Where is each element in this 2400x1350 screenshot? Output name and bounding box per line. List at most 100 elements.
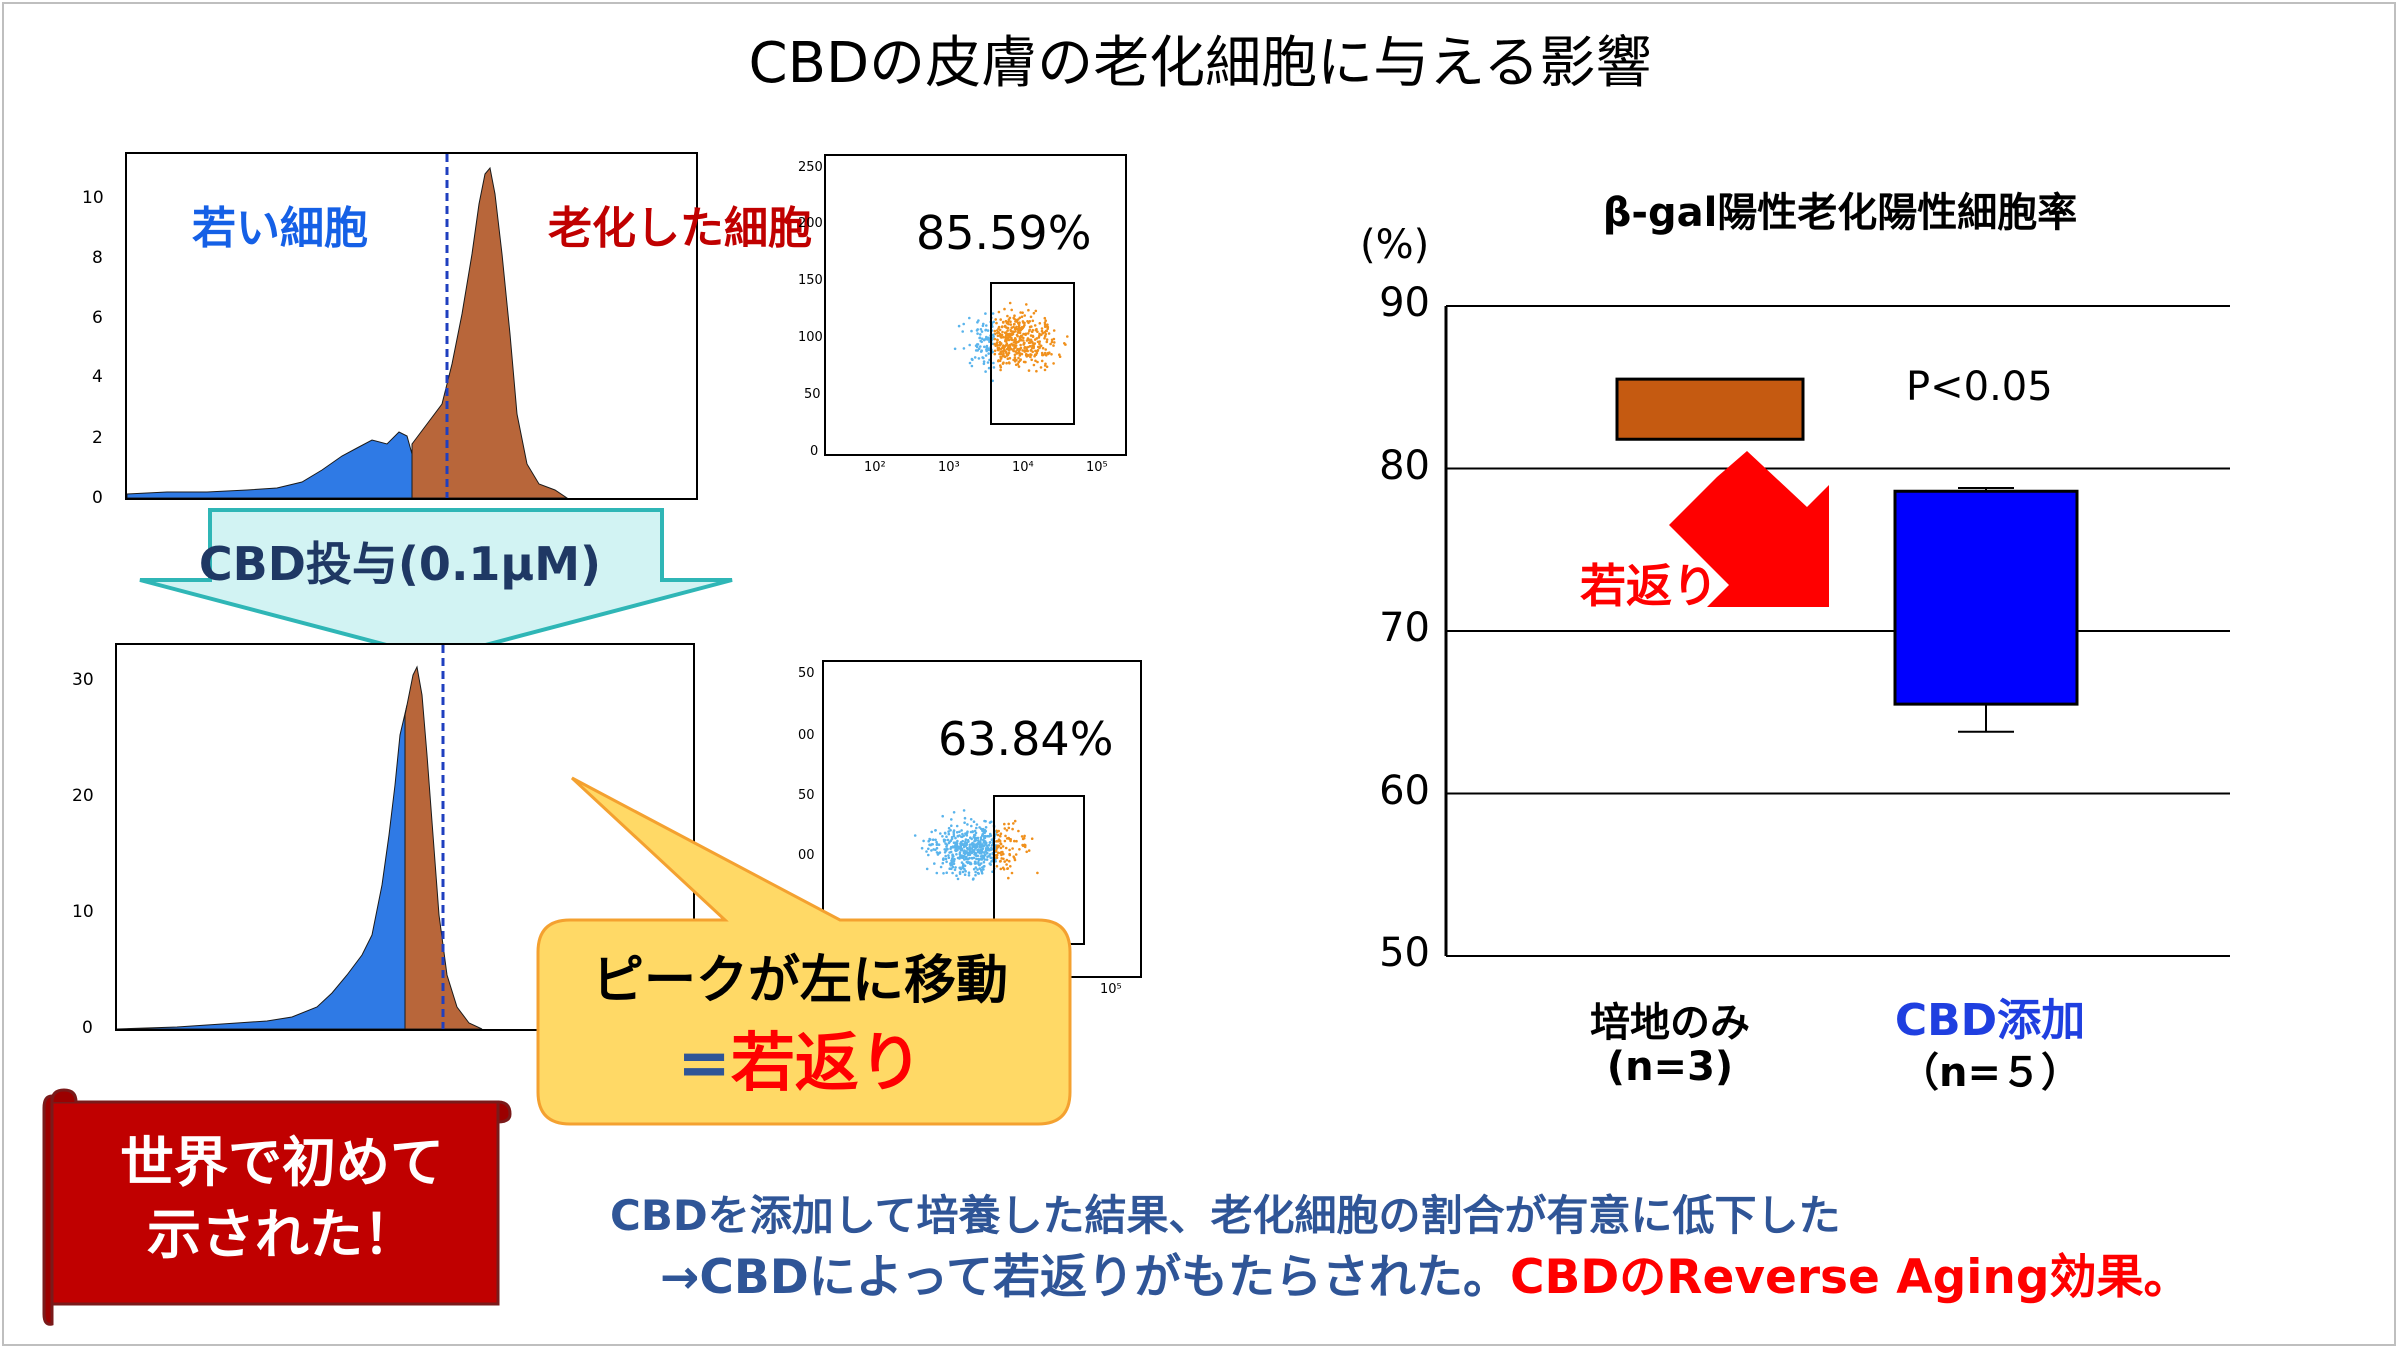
scatter-point (995, 845, 999, 848)
scatter-point (1039, 366, 1043, 369)
scatter-point (1021, 349, 1024, 352)
scatter-point (951, 855, 955, 858)
scatter-point (985, 335, 988, 339)
scatter-point (1014, 340, 1018, 344)
scatter-point (1008, 853, 1012, 857)
scatter-point (965, 850, 968, 853)
scatter-point (1052, 337, 1056, 341)
scatter-point (1029, 349, 1033, 352)
scatter-point (1036, 340, 1040, 344)
scatter-point (974, 349, 978, 352)
top-scatter-ytick: 100 (798, 330, 823, 345)
scatter-point (1012, 822, 1015, 825)
scatter-point (1005, 339, 1008, 342)
scatter-point (958, 834, 961, 837)
scatter-point (972, 835, 976, 839)
scatter-point (934, 829, 937, 832)
scatter-point (985, 324, 988, 327)
scatter-point (980, 868, 983, 872)
scatter-point (1003, 860, 1006, 863)
scatter-point (976, 868, 979, 871)
conclusion-line2-prefix: →CBDによって若返りがもたらされた。 (660, 1250, 1510, 1305)
scatter-point (931, 838, 935, 841)
scatter-point (1006, 314, 1009, 318)
scatter-point (1023, 346, 1026, 350)
scatter-point (1013, 347, 1016, 350)
scatter-point (1045, 338, 1049, 341)
scatter-point (1021, 843, 1024, 847)
scatter-point (1007, 333, 1011, 336)
scatter-point (1035, 327, 1038, 331)
bar-cbd (1893, 489, 2079, 706)
scatter-point (1004, 350, 1008, 354)
bar-category-medium-n: (n=3) (1606, 1044, 1734, 1090)
scatter-point (997, 310, 1001, 314)
scatter-point (1033, 342, 1037, 345)
scatter-point (975, 823, 979, 826)
scatter-point (947, 856, 951, 859)
scatter-point (996, 348, 1000, 352)
scatter-point (978, 863, 981, 867)
top-hist-ytick: 8 (92, 248, 103, 268)
bottom-scatter-percent: 63.84% (938, 712, 1114, 766)
scatter-point (1013, 314, 1016, 317)
scatter-point (985, 844, 989, 847)
scatter-point (984, 840, 987, 843)
scatter-point (1050, 353, 1053, 356)
scatter-point (970, 851, 974, 855)
scatter-point (1025, 339, 1029, 342)
scatter-point (1034, 359, 1037, 363)
scatter-point (989, 848, 993, 851)
scatter-point (986, 361, 990, 364)
scatter-point (1041, 331, 1045, 335)
bottom-scatter-ytick: 00 (798, 848, 815, 863)
bar-chart-ytick: 90 (1379, 280, 1430, 326)
bottom-histogram-old-area (404, 665, 483, 1030)
scatter-point (949, 839, 953, 842)
scatter-point (947, 841, 951, 845)
bottom-hist-ytick: 0 (82, 1018, 93, 1038)
scatter-point (1012, 855, 1015, 858)
scatter-point (952, 834, 956, 838)
scatter-point (972, 867, 976, 871)
scatter-point (1013, 839, 1016, 843)
scatter-point (979, 836, 983, 839)
scatter-point (1013, 353, 1017, 357)
scatter-point (1009, 328, 1012, 332)
scatter-point (995, 864, 999, 868)
callout-bubble (536, 776, 1072, 1126)
scatter-point (963, 821, 966, 824)
top-scatter-ytick: 200 (798, 216, 823, 231)
scatter-point (1026, 353, 1030, 357)
scatter-point (1027, 341, 1031, 344)
scatter-point (932, 848, 935, 851)
scatter-point (933, 862, 936, 865)
scatter-point (974, 873, 977, 877)
scatter-point (1017, 829, 1020, 833)
scatter-point (1027, 308, 1030, 312)
scatter-point (985, 344, 989, 348)
bottom-hist-ytick: 20 (72, 786, 94, 806)
scatter-point (1022, 336, 1025, 340)
scatter-point (973, 833, 977, 837)
scatter-point (992, 366, 996, 369)
scatter-point (995, 830, 999, 834)
scatter-point (961, 870, 965, 874)
scatter-point (955, 874, 958, 877)
scatter-point (1007, 822, 1010, 826)
scatter-point (1043, 316, 1047, 320)
scatter-point (950, 818, 953, 821)
scatter-point (980, 827, 983, 831)
bottom-scatter-xtick: 10⁵ (1100, 982, 1122, 997)
scatter-point (969, 862, 972, 866)
scatter-point (1019, 311, 1022, 314)
scatter-point (1036, 330, 1039, 333)
scatter-point (998, 839, 1002, 843)
scatter-point (970, 357, 974, 361)
scatter-point (964, 832, 967, 835)
scatter-point (950, 824, 953, 827)
scatter-point (975, 845, 979, 849)
scatter-point (992, 333, 995, 336)
scatter-point (1043, 323, 1047, 326)
scatter-point (1032, 363, 1036, 367)
